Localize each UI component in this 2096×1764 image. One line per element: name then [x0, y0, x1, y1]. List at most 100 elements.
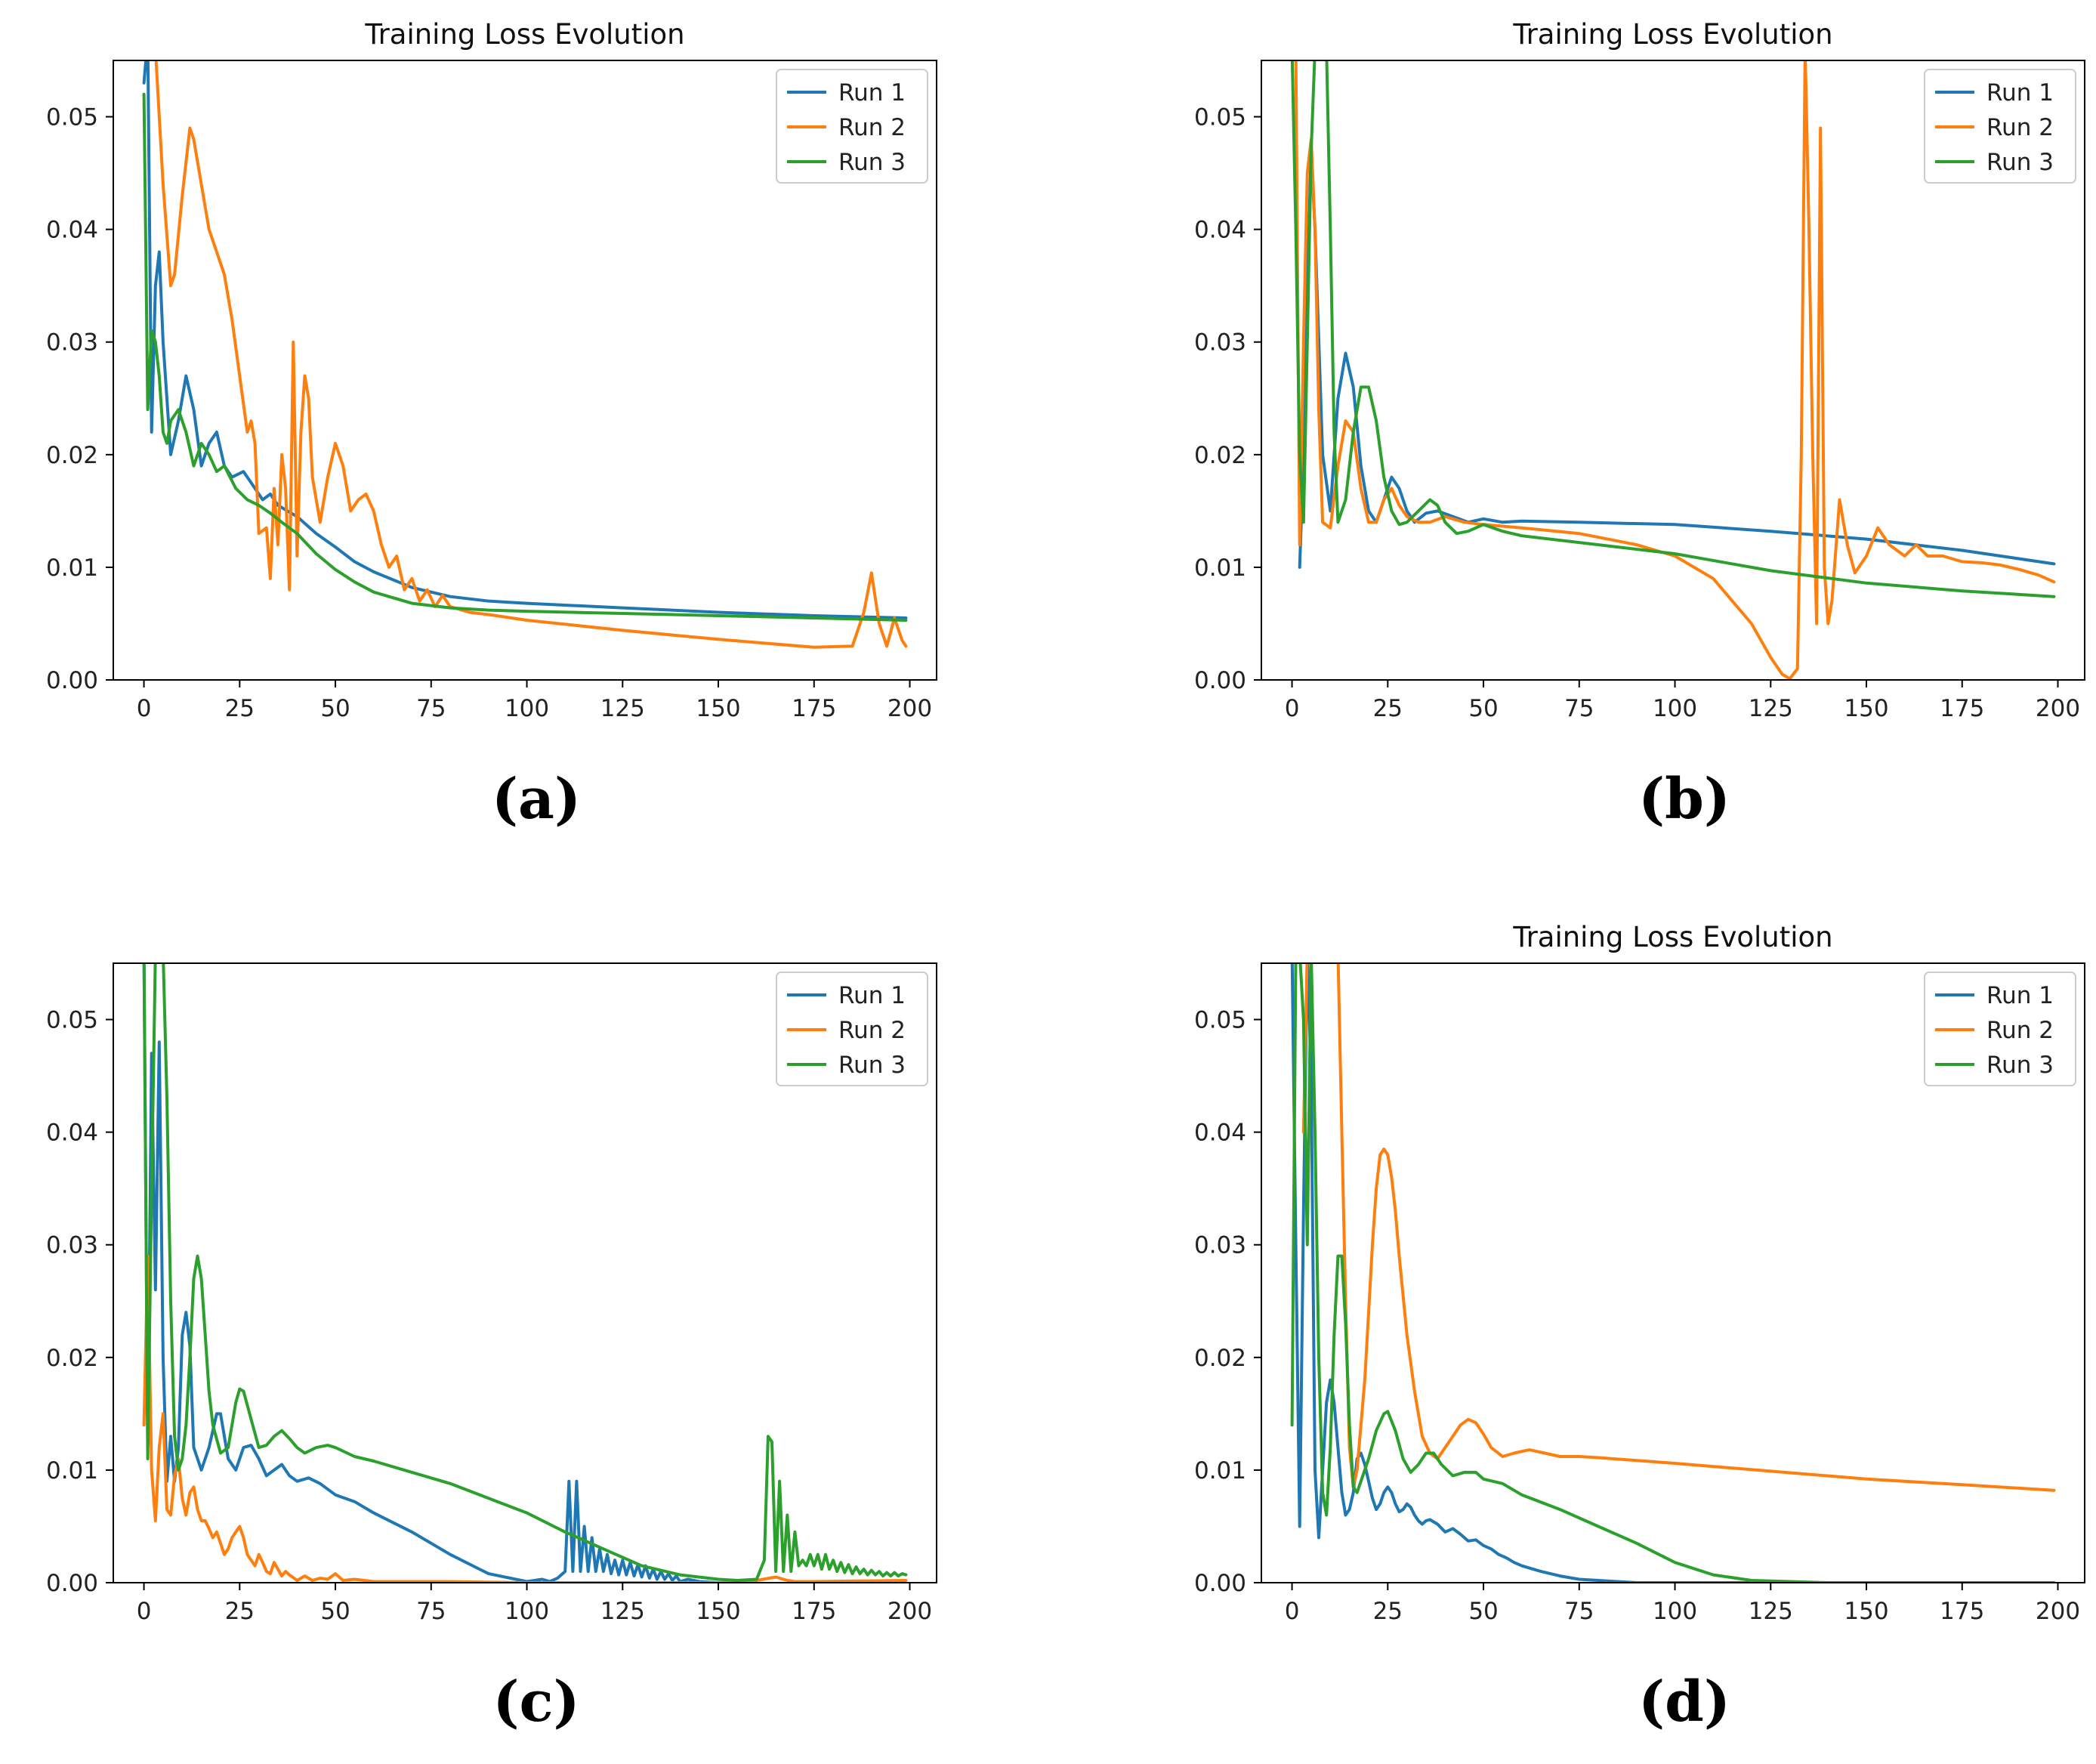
- y-tick-label: 0.02: [46, 442, 98, 469]
- legend-label: Run 1: [838, 79, 906, 107]
- x-tick-label: 175: [1940, 1598, 1984, 1625]
- x-tick-label: 75: [1564, 1598, 1594, 1625]
- panel-label: (b): [1638, 767, 1730, 832]
- y-tick-label: 0.02: [1194, 1345, 1246, 1372]
- legend-label: Run 3: [838, 149, 906, 176]
- chart-panel-a: Training Loss Evolution 0 25 50 75 100 125 150 1…: [15, 0, 1057, 854]
- x-tick-label: 125: [1749, 695, 1793, 722]
- x-tick-label: 50: [320, 695, 350, 722]
- x-tick-label: 50: [320, 1598, 350, 1625]
- x-tick-label: 100: [1653, 1598, 1697, 1625]
- y-tick-label: 0.04: [46, 1120, 98, 1147]
- series-line-run-2: [154, 60, 908, 649]
- axes-frame: [113, 962, 937, 1583]
- legend-label: Run 1: [1986, 982, 2054, 1009]
- legend-label: Run 3: [838, 1052, 906, 1079]
- legend: Run 1 Run 2 Run 3: [1924, 69, 2076, 184]
- y-tick-label: 0.02: [1194, 442, 1246, 469]
- series-line-run-1: [1298, 149, 2056, 569]
- legend-box: [1924, 69, 2076, 184]
- axes-frame: [113, 60, 937, 681]
- legend-label: Run 3: [1986, 149, 2054, 176]
- x-tick-label: 75: [416, 695, 446, 722]
- y-tick-label: 0.04: [1194, 1120, 1246, 1147]
- x-tick-label: 50: [1468, 695, 1498, 722]
- legend-box: [776, 972, 928, 1086]
- panel-label: (d): [1638, 1670, 1730, 1735]
- series-line-run-2: [142, 1254, 908, 1583]
- axes-frame: [1261, 60, 2085, 681]
- x-tick-label: 125: [1749, 1598, 1793, 1625]
- y-tick-label: 0.05: [1194, 1007, 1246, 1034]
- series-line-run-1: [1290, 963, 2056, 1583]
- y-tick-label: 0.01: [46, 1457, 98, 1484]
- legend: Run 1 Run 2 Run 3: [1924, 972, 2076, 1086]
- y-tick-label: 0.05: [1194, 104, 1246, 131]
- chart-svg: Training Loss Evolution 0 25 50 75 100 125 150 1…: [1194, 18, 2085, 722]
- y-tick-label: 0.04: [46, 217, 98, 244]
- x-tick-label: 175: [792, 695, 836, 722]
- x-tick-label: 25: [225, 695, 255, 722]
- plot-area: [1290, 963, 2056, 1583]
- legend-label: Run 2: [1986, 1017, 2054, 1044]
- y-tick-label: 0.05: [46, 1007, 98, 1034]
- y-tick-label: 0.00: [1194, 667, 1246, 694]
- legend-label: Run 3: [1986, 1052, 2054, 1079]
- y-tick-label: 0.03: [46, 329, 98, 357]
- x-tick-label: 0: [1285, 1598, 1300, 1625]
- x-tick-label: 25: [1373, 1598, 1403, 1625]
- y-tick-label: 0.02: [46, 1345, 98, 1372]
- x-tick-label: 200: [2036, 1598, 2080, 1625]
- x-tick-label: 100: [505, 1598, 549, 1625]
- x-tick-label: 200: [2036, 695, 2080, 722]
- legend-label: Run 1: [838, 982, 906, 1009]
- chart-svg: Training Loss Evolution 0 25 50 75 100 125 150 1…: [46, 18, 937, 722]
- x-tick-label: 50: [1468, 1598, 1498, 1625]
- legend-label: Run 2: [838, 1017, 906, 1044]
- x-tick-label: 150: [696, 695, 740, 722]
- legend-label: Run 2: [1986, 114, 2054, 141]
- y-tick-label: 0.00: [46, 1570, 98, 1597]
- series-line-run-3: [142, 92, 908, 622]
- x-tick-label: 100: [1653, 695, 1697, 722]
- x-tick-label: 150: [1844, 695, 1888, 722]
- chart-title: Training Loss Evolution: [1512, 18, 1832, 51]
- axes-frame: [1261, 962, 2085, 1583]
- y-tick-label: 0.01: [1194, 1457, 1246, 1484]
- chart-svg: 0 25 50 75 100 125 150 175 200 0.00 0.01 0.02 0.03 0.…: [46, 962, 937, 1625]
- chart-panel-c: 0 25 50 75 100 125 150 175 200 0.00 0.01 0.02 0.03 0.…: [15, 903, 1057, 1756]
- series-line-run-2: [1301, 963, 2056, 1492]
- series-line-run-1: [142, 963, 720, 1583]
- x-tick-label: 0: [1285, 695, 1300, 722]
- chart-title: Training Loss Evolution: [364, 18, 684, 51]
- series-line-run-3: [1290, 963, 2056, 1583]
- x-tick-label: 25: [225, 1598, 255, 1625]
- series-line-run-3: [142, 963, 908, 1582]
- x-tick-label: 100: [505, 695, 549, 722]
- x-tick-label: 0: [137, 1598, 152, 1625]
- legend-label: Run 1: [1986, 79, 2054, 107]
- chart-panel-d: Training Loss Evolution 0 25 50 75 100 125 150 1…: [1163, 903, 2096, 1756]
- legend-label: Run 2: [838, 114, 906, 141]
- panel-label: (c): [492, 1670, 580, 1735]
- plot-area: [142, 60, 908, 649]
- legend-box: [776, 69, 928, 184]
- series-line-run-2: [1294, 60, 2056, 680]
- panel-label: (a): [492, 767, 581, 832]
- x-tick-label: 125: [600, 695, 645, 722]
- x-tick-label: 25: [1373, 695, 1403, 722]
- x-tick-label: 150: [1844, 1598, 1888, 1625]
- y-tick-label: 0.03: [1194, 329, 1246, 357]
- x-tick-label: 75: [1564, 695, 1594, 722]
- x-tick-label: 125: [600, 1598, 645, 1625]
- legend-box: [1924, 972, 2076, 1086]
- x-tick-label: 75: [416, 1598, 446, 1625]
- y-tick-label: 0.01: [46, 555, 98, 582]
- legend: Run 1 Run 2 Run 3: [776, 972, 928, 1086]
- x-tick-label: 0: [137, 695, 152, 722]
- x-tick-label: 200: [887, 695, 932, 722]
- series-line-run-3: [1290, 60, 2056, 598]
- chart-panel-b: Training Loss Evolution 0 25 50 75 100 125 150 1…: [1163, 0, 2096, 854]
- y-tick-label: 0.03: [46, 1232, 98, 1259]
- x-tick-label: 150: [696, 1598, 740, 1625]
